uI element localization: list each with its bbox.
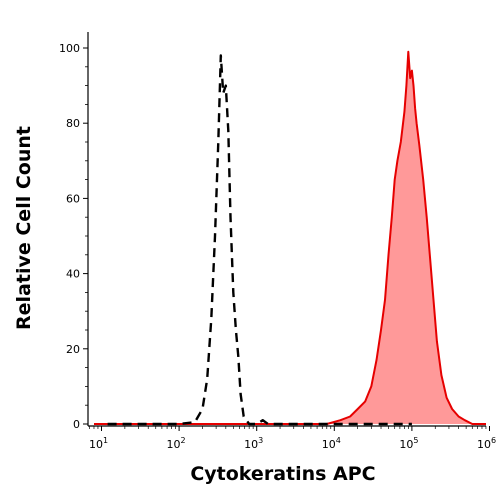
y-tick-label: 60 xyxy=(66,192,80,205)
x-tick-label: 104 xyxy=(322,436,341,451)
x-tick-label: 105 xyxy=(399,436,418,451)
x-tick-label: 101 xyxy=(89,436,108,451)
x-tick-label: 103 xyxy=(244,436,263,451)
isotype-control-line xyxy=(107,54,412,426)
x-tick-label: 102 xyxy=(167,436,186,451)
x-axis-title: Cytokeratins APC xyxy=(190,463,375,485)
y-tick-label: 20 xyxy=(66,343,80,356)
axes: 0 20 40 60 80 100 101 102 103 104 105 106 xyxy=(59,32,496,451)
y-tick-label: 80 xyxy=(66,117,80,130)
y-axis-title: Relative Cell Count xyxy=(13,126,35,330)
y-tick-label: 0 xyxy=(73,418,80,431)
y-tick-label: 100 xyxy=(59,42,80,55)
y-tick-label: 40 xyxy=(66,268,80,281)
positive-sample-line xyxy=(94,50,486,425)
positive-sample-fill xyxy=(94,51,486,425)
plot-area xyxy=(94,50,486,426)
x-tick-label: 106 xyxy=(477,436,496,451)
